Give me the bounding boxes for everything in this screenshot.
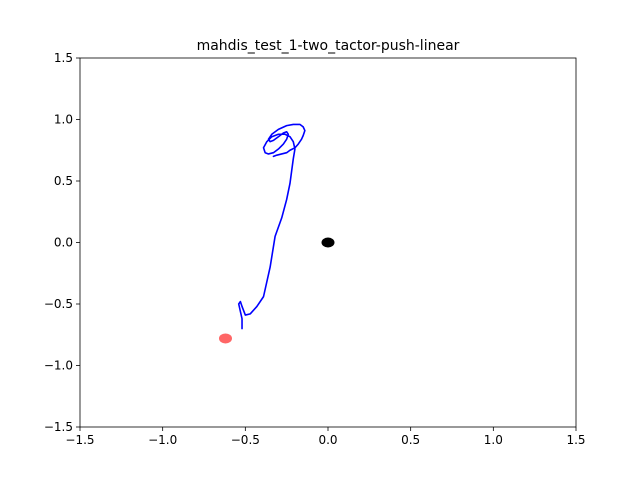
x-tick-label: 0.0 bbox=[318, 433, 337, 447]
y-tick-label: 0.0 bbox=[54, 236, 73, 250]
y-tick-label: −1.0 bbox=[44, 359, 73, 373]
marker-point-1 bbox=[218, 333, 232, 344]
x-tick-label: 0.5 bbox=[401, 433, 420, 447]
series-line-0 bbox=[237, 123, 306, 330]
x-tick-label: 1.5 bbox=[566, 433, 585, 447]
data-layer bbox=[218, 123, 335, 344]
y-tick-label: 0.5 bbox=[54, 174, 73, 188]
y-tick-label: −0.5 bbox=[44, 297, 73, 311]
x-tick-label: −1.0 bbox=[148, 433, 177, 447]
plot-area bbox=[218, 123, 335, 344]
marker-point-0 bbox=[321, 237, 335, 248]
x-tick-label: −0.5 bbox=[231, 433, 260, 447]
y-tick-label: 1.0 bbox=[54, 113, 73, 127]
y-tick-label: −1.5 bbox=[44, 420, 73, 434]
chart-title: mahdis_test_1-two_tactor-push-linear bbox=[197, 38, 460, 54]
x-tick-label: 1.0 bbox=[484, 433, 503, 447]
y-tick-label: 1.5 bbox=[54, 51, 73, 65]
x-tick-label: −1.5 bbox=[65, 433, 94, 447]
axes: −1.5 −1.0 −0.5 0.0 0.5 1.0 1.5 −1.5 −1.0 −0.5 0.0 0… bbox=[44, 51, 586, 447]
